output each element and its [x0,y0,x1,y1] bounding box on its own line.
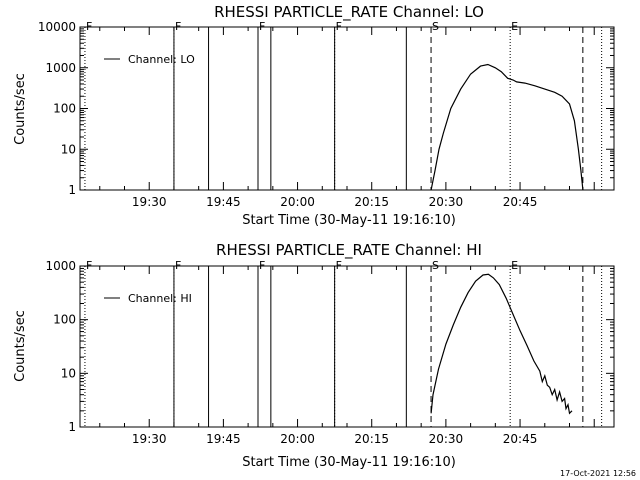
lo-legend-label: Channel: LO [128,53,195,66]
hi-x-tick-label: 19:30 [132,432,167,446]
lo-x-tick-label: 20:15 [354,195,389,209]
hi-y-tick-label: 1000 [45,259,76,273]
hi-series [430,273,573,415]
lo-event-label: F [175,20,181,33]
lo-y-tick-label: 10000 [38,20,76,34]
hi-chart-title: RHESSI PARTICLE_RATE Channel: HI [216,241,482,260]
footer-timestamp: 17-Oct-2021 12:56 [560,469,636,478]
hi-x-tick-label: 20:00 [280,432,315,446]
hi-event-label: F [175,259,181,272]
lo-x-tick-label: 20:00 [280,195,315,209]
hi-event-label: E [511,259,518,272]
lo-x-tick-label: 19:30 [132,195,167,209]
hi-event-label: F [86,259,92,272]
hi-x-tick-label: 20:45 [503,432,538,446]
hi-axes: 1 10 100 1000 19:30 19:45 20:00 20:15 20:30 20:45 [45,259,614,446]
lo-series [430,63,584,191]
hi-legend-label: Channel: HI [128,292,192,305]
lo-chart-title: RHESSI PARTICLE_RATE Channel: LO [214,3,484,22]
lo-event-label: F [259,20,265,33]
lo-y-tick-label: 100 [53,102,76,116]
lo-y-tick-label: 1 [68,183,76,197]
hi-y-axis-label: Counts/sec [13,310,28,382]
hi-series-line [430,273,573,415]
lo-axes: 1 10 100 1000 10000 19:30 19:45 20:00 20:15 20:30… [38,20,614,209]
lo-plot-frame [79,26,615,191]
hi-event-label: S [432,259,439,272]
lo-event-label: F [336,20,342,33]
hi-event-label: F [336,259,342,272]
lo-series-line [430,63,584,191]
lo-x-axis-label: Start Time (30-May-11 19:16:10) [242,213,456,228]
lo-x-tick-label: 20:30 [429,195,464,209]
lo-event-label: F [86,20,92,33]
lo-x-tick-label: 19:45 [206,195,241,209]
lo-y-tick-label: 10 [61,142,76,156]
hi-y-tick-label: 10 [61,366,76,380]
lo-channel-chart: RHESSI PARTICLE_RATE Channel: LO 1101001… [13,3,615,228]
hi-y-tick-label: 100 [53,313,76,327]
hi-event-label: F [259,259,265,272]
hi-x-axis-label: Start Time (30-May-11 19:16:10) [242,455,456,470]
hi-y-tick-label: 1 [68,420,76,434]
lo-y-axis-label: Counts/sec [13,73,28,145]
lo-event-label: E [511,20,518,33]
lo-x-tick-label: 20:45 [503,195,538,209]
lo-event-label: S [432,20,439,33]
hi-plot-frame [79,265,615,428]
hi-x-tick-label: 20:15 [354,432,389,446]
hi-x-tick-label: 20:30 [429,432,464,446]
hi-x-tick-label: 19:45 [206,432,241,446]
hi-channel-chart: RHESSI PARTICLE_RATE Channel: HI 1101001… [13,241,615,470]
lo-y-tick-label: 1000 [45,61,76,75]
